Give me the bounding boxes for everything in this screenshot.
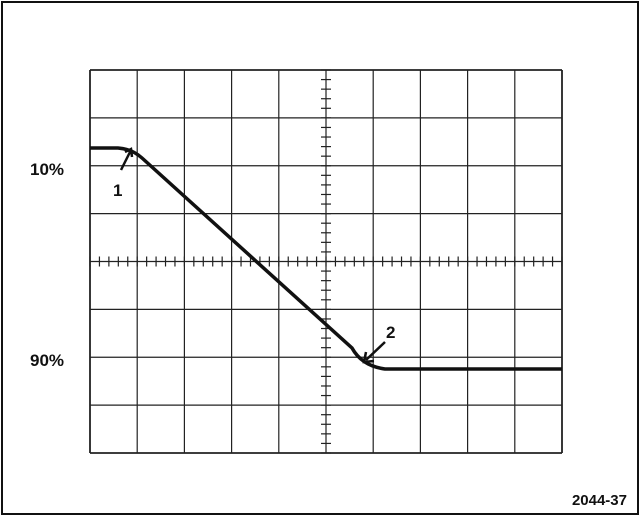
- marker-label: 2: [386, 323, 395, 342]
- marker-label: 1: [113, 181, 122, 200]
- lower-level-label: 90%: [30, 351, 64, 370]
- marker-arrow-1: [119, 147, 134, 171]
- graticule: [89, 69, 563, 454]
- marker-arrow-2: [362, 341, 386, 364]
- figure-id: 2044-37: [572, 492, 627, 509]
- upper-level-label: 10%: [30, 160, 64, 179]
- waveform: [90, 146, 562, 371]
